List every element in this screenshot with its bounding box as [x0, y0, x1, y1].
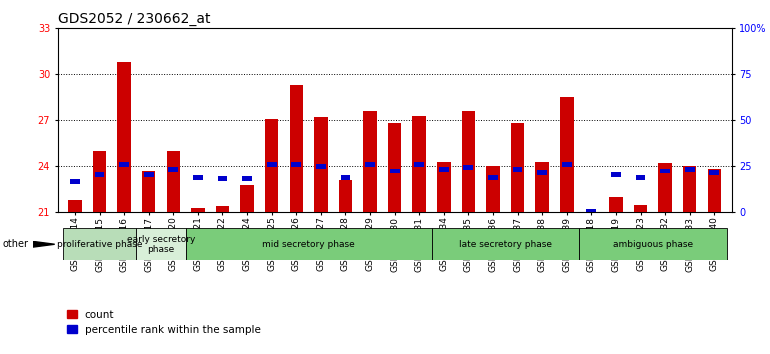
Bar — [136, 228, 186, 260]
Polygon shape — [33, 241, 55, 247]
Bar — [191, 208, 205, 212]
Bar — [365, 162, 375, 167]
Bar — [390, 169, 400, 173]
Bar — [119, 162, 129, 167]
Bar — [388, 124, 401, 212]
Text: early secretory
phase: early secretory phase — [127, 235, 196, 254]
Bar — [462, 111, 475, 212]
Text: proliferative phase: proliferative phase — [57, 240, 142, 249]
Bar — [609, 197, 623, 212]
Bar — [685, 167, 695, 172]
Bar — [144, 172, 154, 177]
Bar — [486, 166, 500, 212]
Bar — [117, 62, 131, 212]
Bar — [709, 170, 719, 175]
Bar — [266, 162, 276, 167]
Bar — [488, 175, 498, 179]
Bar — [579, 228, 727, 260]
Legend: count, percentile rank within the sample: count, percentile rank within the sample — [63, 306, 265, 339]
Bar — [635, 175, 645, 179]
Bar — [243, 176, 252, 181]
Bar — [95, 172, 105, 177]
Bar — [166, 151, 180, 212]
Bar — [142, 171, 156, 212]
Bar — [62, 228, 136, 260]
Bar — [537, 170, 547, 175]
Bar — [240, 185, 254, 212]
Bar — [314, 117, 327, 212]
Bar — [70, 179, 80, 184]
Bar — [437, 162, 450, 212]
Bar — [339, 180, 352, 212]
Bar — [218, 176, 227, 181]
Bar — [658, 163, 672, 212]
Bar — [562, 162, 571, 167]
Bar — [511, 124, 524, 212]
Bar — [708, 170, 721, 212]
Bar — [93, 151, 106, 212]
Text: GDS2052 / 230662_at: GDS2052 / 230662_at — [58, 12, 210, 27]
Bar — [291, 162, 301, 167]
Bar — [414, 162, 424, 167]
Text: mid secretory phase: mid secretory phase — [263, 240, 355, 249]
Bar — [683, 166, 696, 212]
Bar — [363, 111, 377, 212]
Bar — [169, 167, 178, 172]
Bar — [69, 200, 82, 212]
Bar — [611, 172, 621, 177]
Bar — [413, 116, 426, 212]
Bar — [634, 205, 648, 212]
Bar — [560, 97, 574, 212]
Text: late secretory phase: late secretory phase — [459, 240, 552, 249]
Bar — [216, 206, 229, 212]
Text: ambiguous phase: ambiguous phase — [613, 240, 693, 249]
Bar — [265, 119, 279, 212]
Text: other: other — [2, 239, 28, 249]
Bar — [340, 175, 350, 179]
Bar — [193, 175, 203, 179]
Bar — [186, 228, 431, 260]
Bar — [660, 169, 670, 173]
Bar — [316, 164, 326, 169]
Bar — [464, 165, 474, 170]
Bar — [290, 85, 303, 212]
Bar — [587, 209, 596, 214]
Bar — [439, 167, 449, 172]
Bar — [535, 162, 549, 212]
Bar — [431, 228, 579, 260]
Bar — [513, 167, 523, 172]
